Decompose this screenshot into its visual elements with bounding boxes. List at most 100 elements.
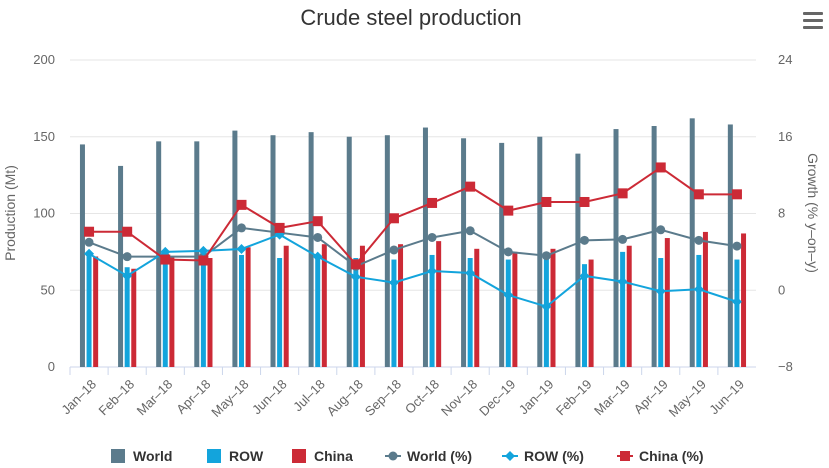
marker-world- (694, 235, 704, 245)
legend-item-world[interactable]: World (111, 448, 172, 464)
x-tick-label: Aug–18 (324, 377, 366, 419)
marker-china- (503, 205, 514, 216)
marker-world- (732, 241, 742, 251)
bar-china (664, 238, 670, 367)
bar-china (321, 244, 327, 367)
y-tick-label: 200 (33, 52, 55, 67)
bar-row (467, 258, 473, 367)
bar-row (124, 267, 130, 367)
marker-china- (541, 196, 552, 207)
bar-row (200, 254, 206, 367)
bar-china (131, 268, 137, 367)
marker-row- (617, 276, 628, 287)
bar-row (429, 254, 435, 367)
x-tick-label: Oct–18 (402, 377, 442, 417)
legend-item-row[interactable]: ROW (207, 448, 264, 464)
legend-label: China (314, 448, 353, 464)
marker-row- (503, 290, 514, 301)
x-tick-label: Nov–18 (438, 377, 480, 419)
bar-row (277, 258, 283, 367)
marker-china- (388, 213, 399, 224)
marker-china- (274, 222, 285, 233)
x-tick-label: Feb–19 (553, 377, 595, 419)
marker-china- (693, 189, 704, 200)
line-world- (88, 226, 738, 268)
x-tick-label: Dec–19 (476, 377, 518, 419)
hamburger-menu-icon[interactable] (803, 12, 823, 30)
marker-world- (618, 234, 628, 244)
bar-world (384, 135, 390, 367)
marker-china- (198, 255, 209, 266)
legend-marker (388, 451, 398, 461)
marker-row- (84, 248, 95, 259)
marker-world- (541, 251, 551, 261)
bar-row (543, 256, 549, 367)
bar-world (346, 136, 352, 367)
x-tick-label: May–18 (208, 377, 251, 420)
marker-row- (388, 277, 399, 288)
marker-row- (579, 270, 590, 281)
bar-china (169, 256, 175, 367)
y-tick-label: 150 (33, 129, 55, 144)
legend-marker (620, 451, 630, 461)
marker-row- (731, 296, 742, 307)
bar-row (315, 254, 321, 367)
bar-china (550, 248, 556, 367)
marker-china- (617, 188, 628, 199)
bar-china (741, 233, 747, 367)
marker-china- (312, 216, 323, 227)
legend-item-row-[interactable]: ROW (%) (502, 448, 584, 464)
marker-china- (236, 199, 247, 210)
bar-row (162, 254, 168, 367)
legend-item-china[interactable]: China (292, 448, 353, 464)
marker-china- (427, 197, 438, 208)
x-tick-label: Jan–19 (516, 377, 557, 418)
chart-title: Crude steel production (300, 5, 521, 30)
marker-row- (160, 246, 171, 257)
bar-row (696, 254, 702, 367)
legend-label: China (%) (639, 448, 704, 464)
bar-world (689, 118, 695, 367)
bar-row (391, 259, 397, 367)
legend-label: ROW (%) (524, 448, 584, 464)
x-tick-label: Apr–19 (631, 377, 671, 417)
x-tick-label: Jun–19 (706, 377, 747, 418)
bar-world (270, 135, 276, 367)
x-tick-label: Jan–18 (58, 377, 99, 418)
marker-row- (465, 267, 476, 278)
marker-world- (122, 252, 132, 262)
marker-row- (198, 245, 209, 256)
marker-china- (731, 189, 742, 200)
bar-row (658, 258, 664, 367)
y2-tick-label: 8 (778, 206, 785, 221)
legend-item-world-[interactable]: World (%) (385, 448, 472, 464)
bar-world (651, 126, 657, 367)
bar-world (461, 138, 467, 367)
bar-series (79, 118, 747, 367)
y2-tick-label: 24 (778, 52, 792, 67)
bar-world (194, 141, 200, 367)
marker-world- (427, 232, 437, 242)
bar-world (422, 127, 428, 367)
legend-swatch (207, 449, 221, 463)
marker-world- (84, 237, 94, 247)
legend[interactable]: World ROW China World (%) ROW (%) China (%) (111, 448, 704, 464)
bar-row (353, 258, 359, 367)
legend-marker (505, 451, 515, 461)
y2-tick-label: 16 (778, 129, 792, 144)
bar-row (734, 259, 740, 367)
marker-world- (313, 232, 323, 242)
bar-china (436, 241, 442, 367)
legend-item-china-[interactable]: China (%) (617, 448, 704, 464)
bar-world (308, 132, 314, 367)
y2-tick-label: −8 (778, 359, 793, 374)
marker-world- (580, 235, 589, 245)
left-axis-title: Production (Mt) (2, 165, 18, 261)
y-tick-label: 100 (33, 206, 55, 221)
bar-world (575, 153, 581, 367)
marker-row- (236, 243, 247, 254)
marker-row- (541, 301, 552, 312)
x-tick-label: Jun–18 (249, 377, 290, 418)
